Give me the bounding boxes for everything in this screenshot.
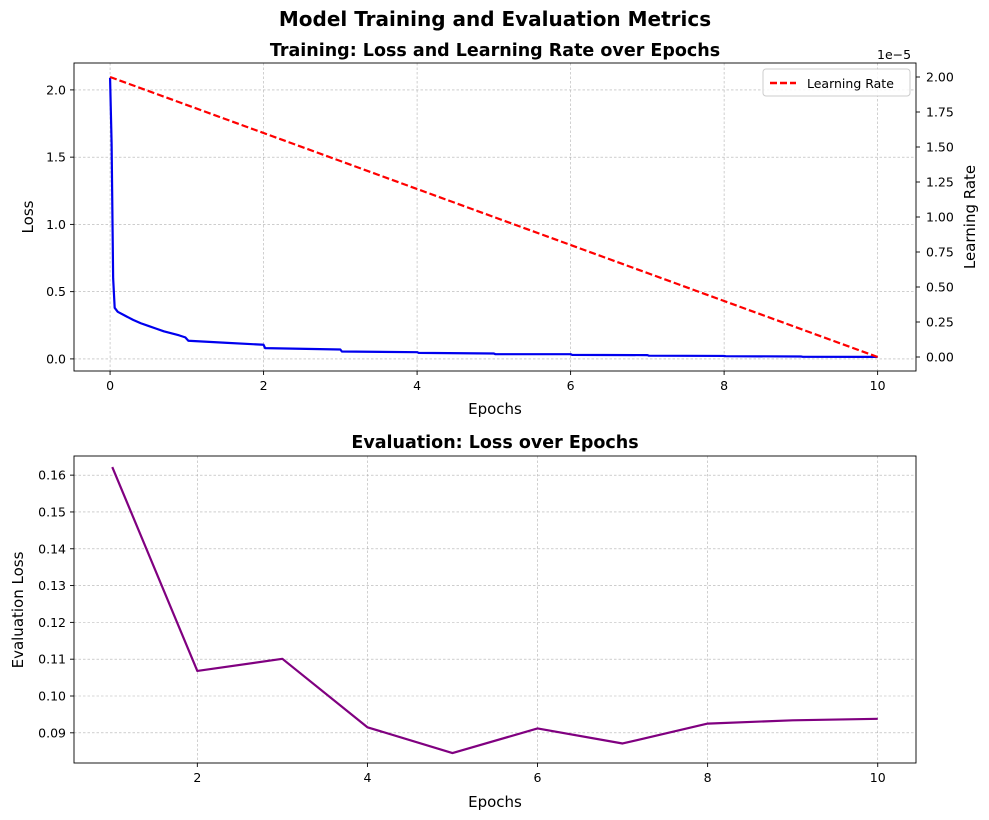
figure-suptitle: Model Training and Evaluation Metrics [279, 7, 711, 31]
y-tick-label: 0.11 [38, 652, 66, 667]
evaluation-x-axis-label: Epochs [468, 793, 522, 811]
evaluation-y-axis-label: Evaluation Loss [9, 551, 27, 668]
y-tick-label: 0.14 [38, 541, 66, 556]
y-tick-label: 0.5 [46, 284, 66, 299]
evaluation-x-ticks: 2 4 6 8 10 [193, 763, 886, 785]
x-tick-label: 4 [413, 378, 421, 393]
training-y2-ticks: 0.00 0.25 0.50 0.75 1.00 1.25 1.50 1.75 2.00 [916, 70, 954, 365]
x-tick-label: 6 [534, 770, 542, 785]
y-tick-label: 0.09 [38, 725, 66, 740]
y-tick-label: 2.0 [46, 82, 66, 97]
training-grid [74, 63, 916, 371]
x-tick-label: 2 [260, 378, 268, 393]
y-tick-label: 0.12 [38, 615, 66, 630]
evaluation-series [111, 466, 878, 755]
y2-tick-label: 0.00 [926, 350, 954, 365]
training-chart-title: Training: Loss and Learning Rate over Ep… [270, 41, 720, 61]
y2-tick-label: 0.75 [926, 245, 954, 260]
training-chart: Training: Loss and Learning Rate over Ep… [19, 41, 979, 418]
evaluation-plot-frame [73, 455, 917, 764]
x-tick-label: 2 [193, 770, 201, 785]
y2-tick-label: 1.50 [926, 140, 954, 155]
training-x-ticks: 0 2 4 6 8 10 [106, 371, 886, 393]
y2-tick-label: 1.25 [926, 175, 954, 190]
y-tick-label: 1.5 [46, 150, 66, 165]
legend-learning-rate-label: Learning Rate [807, 76, 894, 91]
x-tick-label: 10 [870, 378, 886, 393]
training-y-ticks: 0.0 0.5 1.0 1.5 2.0 [46, 82, 74, 366]
evaluation-chart-title: Evaluation: Loss over Epochs [351, 433, 638, 453]
x-tick-label: 4 [363, 770, 371, 785]
training-series [108, 75, 878, 359]
y2-tick-label: 0.50 [926, 280, 954, 295]
y2-tick-label: 1.00 [926, 210, 954, 225]
training-y2-offset-text: 1e−5 [877, 47, 911, 62]
x-tick-label: 8 [720, 378, 728, 393]
x-tick-label: 0 [106, 378, 114, 393]
training-y2-axis-label: Learning Rate [961, 165, 979, 269]
y2-tick-label: 1.75 [926, 105, 954, 120]
y-tick-label: 1.0 [46, 217, 66, 232]
training-y-axis-label: Loss [19, 200, 37, 233]
y-tick-label: 0.13 [38, 578, 66, 593]
evaluation-y-ticks: 0.09 0.10 0.11 0.12 0.13 0.14 0.15 0.16 [38, 468, 74, 740]
x-tick-label: 6 [567, 378, 575, 393]
evaluation-grid [74, 456, 916, 763]
x-tick-label: 10 [870, 770, 886, 785]
y-tick-label: 0.10 [38, 689, 66, 704]
training-x-axis-label: Epochs [468, 400, 522, 418]
evaluation-chart: Evaluation: Loss over Epochs 2 4 6 8 10 0.09… [9, 433, 917, 811]
evaluation-loss-series-0-line [111, 466, 878, 755]
y-tick-label: 0.0 [46, 351, 66, 366]
training-legend: Learning Rate [762, 68, 911, 97]
y-tick-label: 0.16 [38, 468, 66, 483]
learning-rate-line [109, 75, 878, 359]
legend-frame [762, 68, 911, 97]
y2-tick-label: 0.25 [926, 315, 954, 330]
y-tick-label: 0.15 [38, 504, 66, 519]
x-tick-label: 8 [704, 770, 712, 785]
loss-series-0-line [108, 77, 878, 358]
y2-tick-label: 2.00 [926, 70, 954, 85]
